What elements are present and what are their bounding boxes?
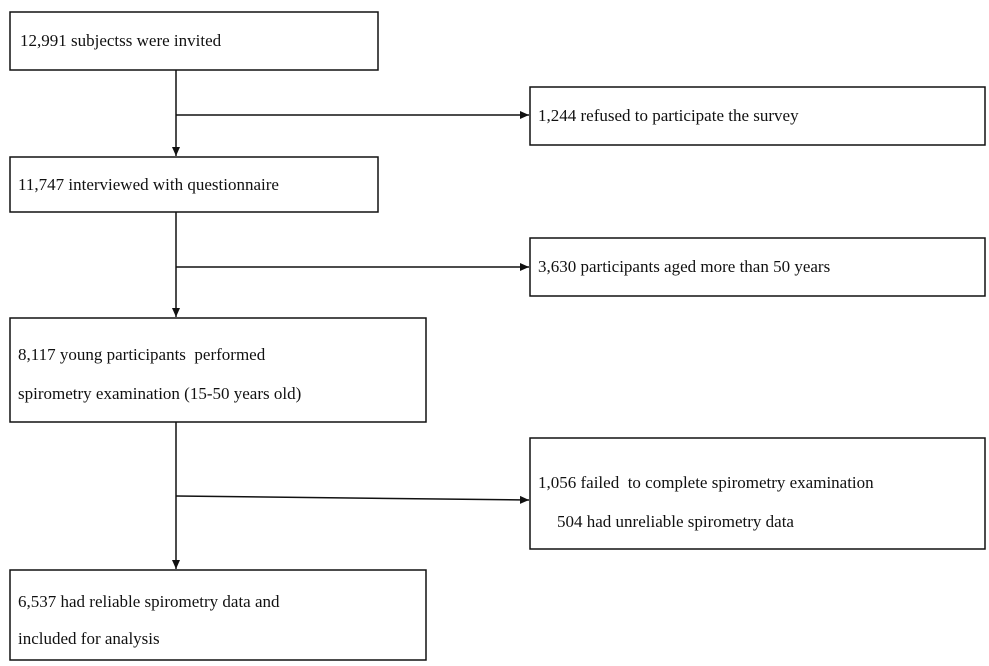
- node-box: [9, 317, 427, 423]
- node-text: included for analysis: [18, 629, 160, 648]
- node-text: 1,056 failed to complete spirometry exam…: [538, 473, 874, 492]
- node-box: [529, 437, 986, 550]
- node-text: spirometry examination (15-50 years old): [18, 384, 301, 403]
- connector: [175, 495, 530, 504]
- node-text: 11,747 interviewed with questionnaire: [18, 175, 279, 194]
- node-text: 1,244 refused to participate the survey: [538, 106, 799, 125]
- node-text: 504 had unreliable spirometry data: [557, 512, 794, 531]
- node-box: [9, 569, 427, 661]
- node-box: [9, 11, 379, 71]
- node-text: 8,117 young participants performed: [18, 345, 266, 364]
- node-box: [529, 237, 986, 297]
- node-text: 6,537 had reliable spirometry data and: [18, 592, 280, 611]
- node-text: 12,991 subjectss were invited: [20, 31, 222, 50]
- node-box: [9, 156, 379, 213]
- node-text: 3,630 participants aged more than 50 yea…: [538, 257, 830, 276]
- node-box: [529, 86, 986, 146]
